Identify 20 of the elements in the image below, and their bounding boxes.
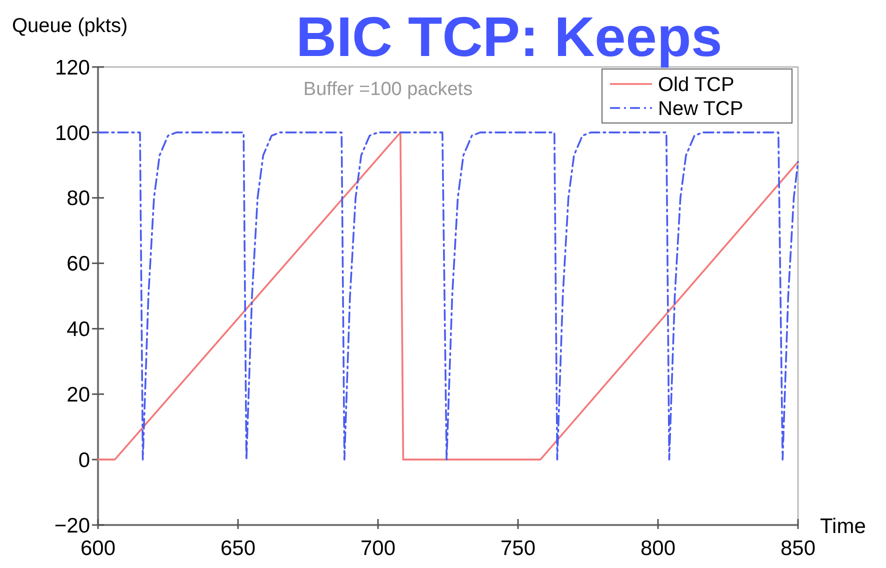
y-tick-label: 120 <box>54 56 90 80</box>
y-tick-label: 40 <box>66 318 90 342</box>
x-tick-label: 800 <box>640 537 676 560</box>
x-tick-label: 650 <box>220 537 256 560</box>
chart-title: BIC TCP: Keeps <box>296 5 722 68</box>
y-tick-label: −20 <box>54 514 90 538</box>
x-tick-label: 700 <box>360 537 396 560</box>
y-tick-label: 60 <box>66 252 90 276</box>
x-tick-label: 600 <box>80 537 116 560</box>
y-tick-label: 80 <box>66 187 90 210</box>
text: Buffer =100 packets <box>303 79 473 100</box>
legend-label: Old TCP <box>658 74 734 96</box>
y-tick-label: 20 <box>66 383 90 406</box>
x-tick-label: 850 <box>780 537 816 560</box>
x-axis-title: Time <box>820 515 866 538</box>
x-tick-label: 750 <box>500 537 536 560</box>
y-axis-title: Queue (pkts) <box>12 15 128 37</box>
legend-label: New TCP <box>658 98 744 120</box>
y-tick-label: 100 <box>54 122 90 145</box>
y-tick-label: 0 <box>78 448 90 472</box>
